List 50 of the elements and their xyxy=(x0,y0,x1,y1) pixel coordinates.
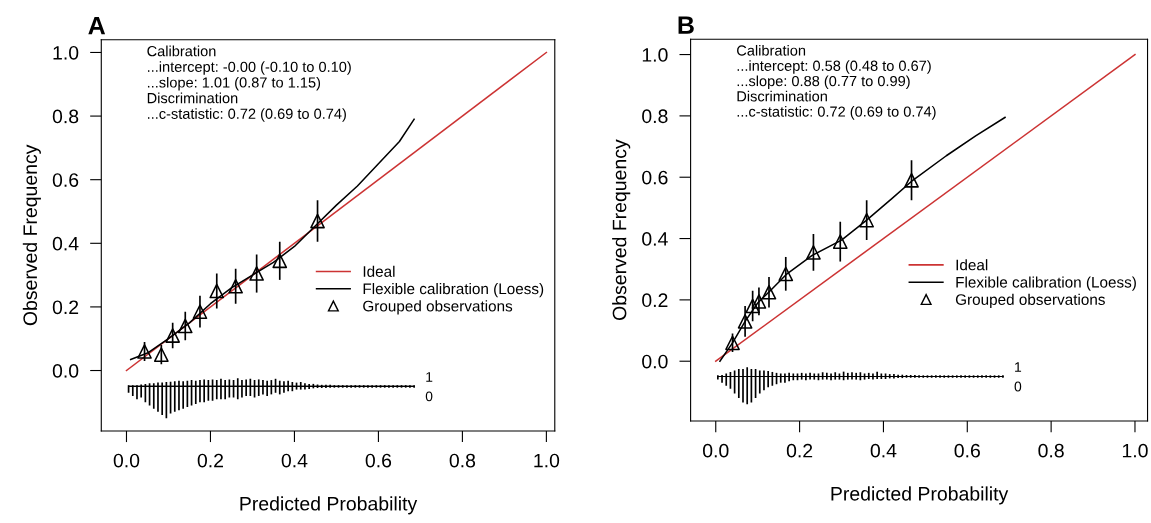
annotation: ...intercept: 0.58 (0.48 to 0.67) xyxy=(737,60,931,74)
x-tick-label: 0.6 xyxy=(954,443,980,458)
annotation: ...intercept: -0.00 (-0.10 to 0.10) xyxy=(147,61,351,75)
y-tick-label: 0.4 xyxy=(642,232,668,246)
y-tick-label: 0.8 xyxy=(52,109,79,124)
annotation: ...slope: 1.01 (0.87 to 1.15) xyxy=(147,76,321,91)
x-tick-label: 0.0 xyxy=(703,443,729,458)
x-tick-label: 0.4 xyxy=(281,453,308,468)
annotation: Discrimination xyxy=(147,92,238,104)
legend-label: Ideal xyxy=(956,259,988,271)
y-tick-label: 0.0 xyxy=(52,363,79,378)
x-tick-label: 0.2 xyxy=(786,443,813,458)
y-tick-label: 0.8 xyxy=(642,109,668,124)
x-tick-label: 0.8 xyxy=(1038,443,1064,458)
y-tick-label: 0.2 xyxy=(52,300,79,315)
annotation: Calibration xyxy=(147,45,216,57)
chart-title: B xyxy=(678,16,694,34)
y-tick-label: 0.6 xyxy=(642,170,668,185)
annotation: Discrimination xyxy=(737,90,827,102)
x-tick-label: 1.0 xyxy=(534,453,560,468)
y-tick-label: 0.0 xyxy=(642,354,668,369)
legend-label: Flexible calibration (Loess) xyxy=(956,276,1136,291)
y-tick-label: 0.2 xyxy=(642,293,668,308)
annotation: ...slope: 0.88 (0.77 to 0.99) xyxy=(737,75,910,90)
x-axis-title: Predicted Probability xyxy=(831,486,1009,505)
y-tick-label: 0.4 xyxy=(52,236,79,251)
y-tick-label: 1.0 xyxy=(642,48,668,62)
x-tick-label: 0.8 xyxy=(449,453,476,468)
y-axis-title: Observed Frequency xyxy=(22,144,41,326)
y-tick-label: 1.0 xyxy=(53,45,79,60)
annotation: Calibration xyxy=(737,44,806,56)
annotation: 0 xyxy=(1014,381,1022,392)
x-tick-label: 1.0 xyxy=(1122,443,1148,458)
x-tick-label: 0.6 xyxy=(365,453,392,468)
chart-title: A xyxy=(88,16,106,35)
legend-label: Ideal xyxy=(363,265,395,277)
annotation: ...c-statistic: 0.72 (0.69 to 0.74) xyxy=(147,108,346,122)
y-tick-label: 0.6 xyxy=(52,173,79,187)
x-tick-label: 0.0 xyxy=(113,453,140,468)
annotation: 1 xyxy=(426,372,433,382)
x-axis-title: Predicted Probability xyxy=(240,496,418,515)
legend-label: Grouped observations xyxy=(955,293,1105,308)
legend-label: Grouped observations xyxy=(363,300,513,315)
x-tick-label: 0.2 xyxy=(197,453,223,468)
annotation: 1 xyxy=(1015,362,1022,372)
annotation: 0 xyxy=(425,391,433,402)
annotation: ...c-statistic: 0.72 (0.69 to 0.74) xyxy=(737,106,936,120)
y-axis-title: Observed Frequency xyxy=(612,139,631,320)
legend-label: Flexible calibration (Loess) xyxy=(363,283,544,298)
x-tick-label: 0.4 xyxy=(870,443,897,458)
